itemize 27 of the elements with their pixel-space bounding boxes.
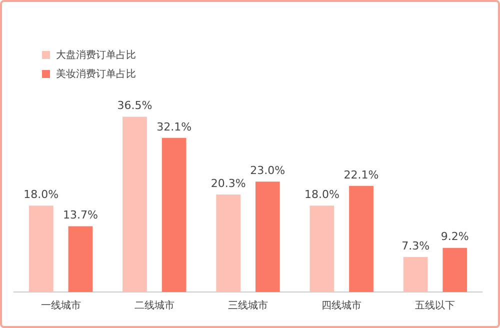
bar xyxy=(310,206,334,292)
bar xyxy=(403,256,428,292)
data-label: 36.5% xyxy=(117,99,152,112)
bar xyxy=(68,226,93,292)
legend-label: 美妆消费订单占比 xyxy=(56,68,136,81)
data-label: 18.0% xyxy=(24,188,59,201)
data-label: 7.3% xyxy=(402,239,430,252)
x-tick-label: 五线以下 xyxy=(415,300,456,312)
bar xyxy=(122,116,147,292)
bar xyxy=(162,138,186,292)
data-label: 23.0% xyxy=(250,164,286,177)
bar xyxy=(28,206,54,292)
data-label: 22.1% xyxy=(344,168,379,182)
data-label: 9.2% xyxy=(440,230,469,244)
bar xyxy=(349,186,374,292)
data-label: 18.0% xyxy=(304,188,340,201)
bar xyxy=(255,182,280,292)
legend-label: 大盘消费订单占比 xyxy=(56,48,136,62)
bar xyxy=(442,248,468,292)
data-label: 20.3% xyxy=(210,176,246,190)
data-label: 32.1% xyxy=(156,120,192,134)
x-tick-label: 四线城市 xyxy=(322,300,362,312)
x-tick-label: 二线城市 xyxy=(134,300,174,312)
bar xyxy=(216,194,241,292)
x-tick-label: 一线城市 xyxy=(40,300,81,312)
x-tick-label: 三线城市 xyxy=(228,300,268,312)
data-label: 13.7% xyxy=(62,208,98,222)
